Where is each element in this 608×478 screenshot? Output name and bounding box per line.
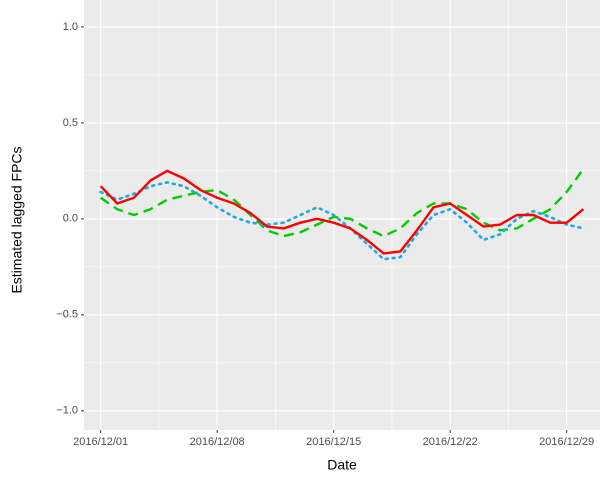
panel-background xyxy=(84,0,600,430)
y-tick-label: 1.0 xyxy=(63,21,78,33)
x-axis-title: Date xyxy=(327,457,357,473)
x-tick-label: 2016/12/29 xyxy=(539,436,594,448)
y-tick-label: 0.0 xyxy=(63,213,78,225)
y-axis-title: Estimated lagged FPCs xyxy=(9,146,25,293)
y-tick-label: −0.5 xyxy=(56,309,78,321)
series-line xyxy=(99,181,585,261)
series-line xyxy=(99,169,585,255)
x-tick-label: 2016/12/01 xyxy=(73,436,128,448)
x-tick-label: 2016/12/08 xyxy=(190,436,245,448)
y-tick-label: 0.5 xyxy=(63,117,78,129)
y-tick-label: −1.0 xyxy=(56,405,78,417)
x-tick-label: 2016/12/22 xyxy=(423,436,478,448)
x-tick-label: 2016/12/15 xyxy=(306,436,361,448)
